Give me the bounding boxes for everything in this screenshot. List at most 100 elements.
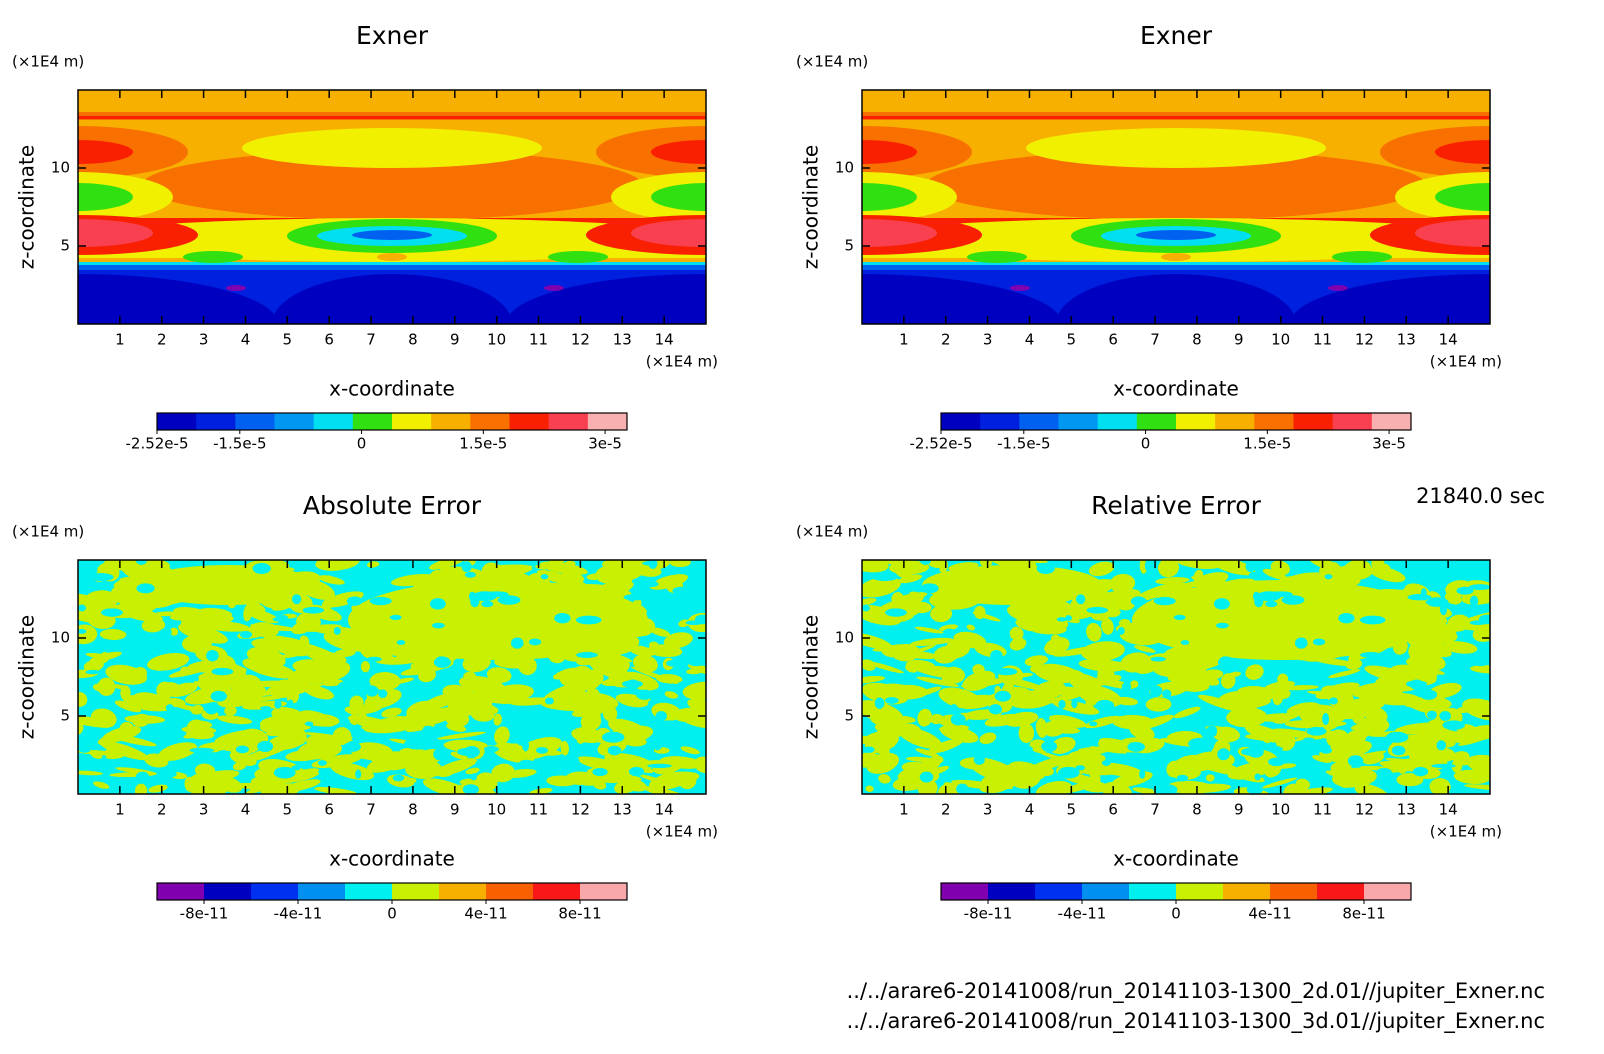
contour-fill	[943, 628, 956, 636]
contour-fill	[1182, 663, 1197, 669]
colorbar-tick-label: -4e-11	[1058, 905, 1107, 923]
contour-fill	[974, 605, 986, 620]
contour-fill	[655, 603, 664, 616]
contour-fill	[938, 687, 982, 709]
contour-fill	[1217, 691, 1248, 706]
contour-fill	[1048, 714, 1087, 728]
contour-fill	[655, 710, 667, 722]
colorbar-tick-label: -2.52e-5	[126, 435, 189, 453]
contour-fill	[1388, 592, 1412, 605]
contour-fill	[1285, 572, 1333, 587]
contour-fill	[1426, 597, 1449, 607]
contour-fill	[1349, 601, 1366, 612]
contour-fill	[88, 573, 114, 582]
colorbar-swatch	[1364, 883, 1412, 900]
contour-fill	[1256, 713, 1298, 722]
contour-fill	[1322, 712, 1330, 725]
contour-fill	[472, 695, 493, 715]
contour-fill	[1306, 726, 1327, 736]
contour-fill	[1281, 595, 1305, 605]
contour-fill	[248, 603, 266, 617]
contour-fill	[614, 630, 632, 641]
contour-fill	[509, 743, 521, 754]
contour-fill	[956, 783, 969, 794]
contour-fill	[450, 751, 468, 760]
contour-fill	[1312, 638, 1326, 646]
contour-fill	[1034, 663, 1081, 684]
contour-fill	[1019, 745, 1033, 754]
contour-fill	[1332, 251, 1392, 263]
chart-title: Exner	[356, 21, 429, 50]
contour-fill	[180, 666, 190, 675]
contour-fill	[540, 574, 549, 580]
contour-fill	[83, 590, 119, 611]
contour-fill	[1312, 755, 1332, 763]
contour-fill	[242, 128, 542, 168]
contour-fill	[1263, 621, 1279, 642]
contour-fill	[1419, 610, 1448, 625]
contour-fill	[493, 713, 502, 726]
contour-fill	[1044, 706, 1056, 711]
colorbar-swatch	[1035, 883, 1083, 900]
x-tick-label: 1	[115, 331, 125, 349]
contour-fill	[1443, 641, 1478, 654]
x-tick-label: 5	[283, 331, 293, 349]
contour-fill	[678, 771, 697, 790]
contour-fill	[83, 659, 104, 672]
contour-fill	[939, 724, 970, 732]
contour-fill	[553, 667, 579, 680]
contour-fill	[249, 622, 280, 638]
contour-fill	[917, 708, 933, 727]
contour-fill	[1319, 561, 1340, 577]
contour-fill	[1426, 710, 1437, 719]
contour-fill	[1431, 763, 1456, 769]
contour-fill	[1004, 711, 1039, 727]
x-tick-label: 6	[324, 801, 334, 819]
contour-fill	[1064, 575, 1075, 584]
colorbar-frame	[156, 412, 628, 431]
contour-fill	[603, 611, 632, 627]
contour-fill	[1173, 614, 1186, 621]
contour-fill	[232, 695, 285, 703]
contour-fill	[874, 697, 885, 709]
contour-fill	[1272, 688, 1291, 700]
contour-fill	[536, 569, 579, 586]
contour-fill	[522, 726, 543, 736]
contour-fill	[442, 684, 477, 706]
contour-fill	[995, 667, 1018, 676]
contour-fill	[437, 731, 486, 740]
colorbar-tick-label: -8e-11	[964, 905, 1013, 923]
colorbar-swatch	[352, 413, 393, 430]
colorbar-tick-label: 0	[1171, 905, 1181, 923]
x-tick-label: 12	[571, 331, 590, 349]
contour-fill	[926, 150, 1426, 220]
contour-fill	[381, 707, 402, 718]
contour-fill	[1377, 563, 1391, 576]
contour-fill	[1234, 610, 1245, 630]
contour-fill	[688, 565, 700, 571]
contour-fill	[247, 576, 285, 586]
contour-fill	[105, 664, 148, 685]
contour-fill	[1435, 183, 1490, 211]
contour-fill	[476, 636, 488, 651]
y-tick-label: 5	[844, 707, 854, 725]
contour-fill	[484, 607, 523, 615]
contour-fill	[1458, 729, 1490, 746]
colorbar-swatch	[345, 883, 393, 900]
colorbar-tick-label: 0	[1141, 435, 1151, 453]
contour-fill	[1069, 673, 1102, 694]
contour-fill	[1038, 598, 1071, 604]
contour-fill	[360, 661, 370, 673]
contour-fill	[1117, 626, 1125, 635]
colorbar-swatch	[1019, 413, 1059, 430]
contour-fill	[322, 591, 364, 608]
contour-fill	[1191, 575, 1239, 590]
x-tick-label: 11	[529, 331, 548, 349]
contour-fill	[990, 649, 1003, 662]
contour-fill	[596, 564, 622, 578]
contour-fill	[484, 745, 499, 753]
colorbar-swatch	[392, 883, 440, 900]
contour-fill	[97, 677, 116, 696]
colorbar-frame	[940, 412, 1412, 431]
